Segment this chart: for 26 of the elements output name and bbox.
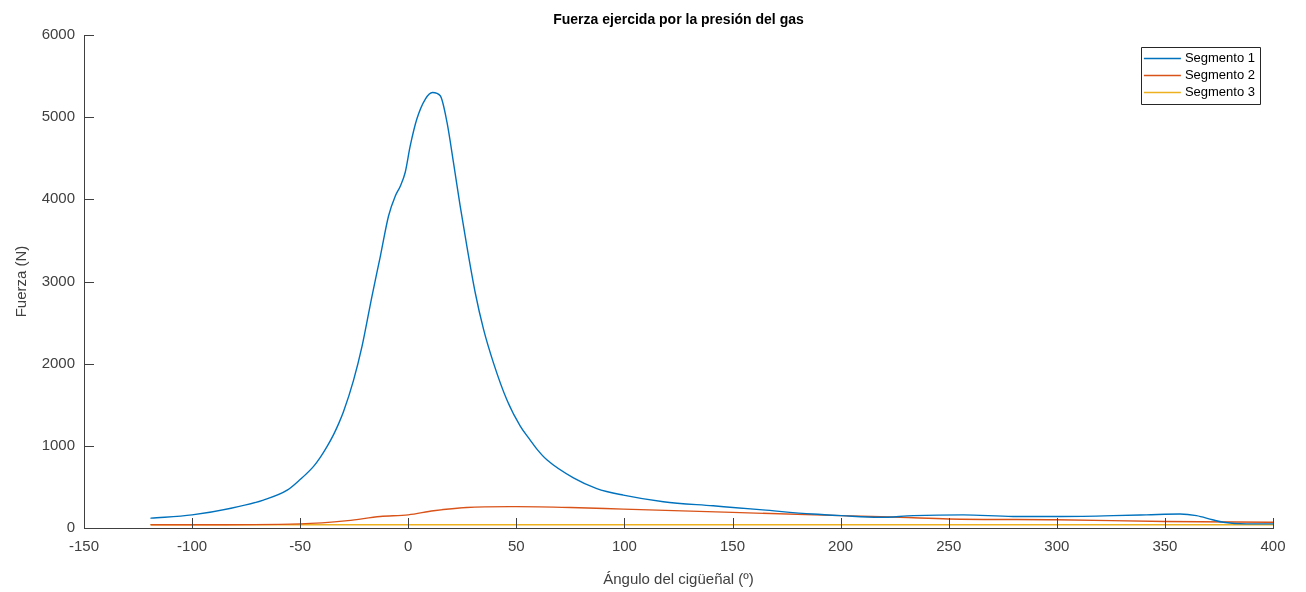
y-tick-label: 0 (66, 518, 75, 536)
x-tick-label: 0 (404, 537, 413, 555)
x-tick-label: 400 (1260, 537, 1286, 555)
legend-label: Segmento 3 (1184, 84, 1256, 100)
x-tick-label: -100 (177, 537, 208, 555)
x-tick-label: 50 (508, 537, 525, 555)
y-tick-label: 1000 (41, 435, 75, 453)
x-tick-label: 100 (611, 537, 637, 555)
x-tick-label: -50 (289, 537, 312, 555)
x-tick-label: 150 (720, 537, 746, 555)
y-tick-label: 6000 (41, 25, 75, 43)
line-series (150, 505, 1273, 526)
x-tick-label: -150 (68, 537, 100, 555)
y-tick-label: 3000 (41, 271, 75, 289)
x-tick-label: 300 (1044, 537, 1070, 555)
x-axis-title: Ángulo del cigüeñal (º) (603, 570, 754, 588)
x-tick-label: 250 (936, 537, 962, 555)
legend-label: Segmento 2 (1184, 67, 1256, 83)
y-tick-label: 5000 (41, 107, 75, 125)
x-tick-label: 200 (828, 537, 854, 555)
x-tick-label: 350 (1152, 537, 1178, 555)
y-tick-label: 2000 (41, 353, 75, 371)
chart-title: Fuerza ejercida por la presión del gas (553, 10, 804, 27)
y-axis-title: Fuerza (N) (12, 245, 30, 318)
legend-label: Segmento 1 (1184, 50, 1256, 66)
y-tick-label: 4000 (41, 189, 75, 207)
